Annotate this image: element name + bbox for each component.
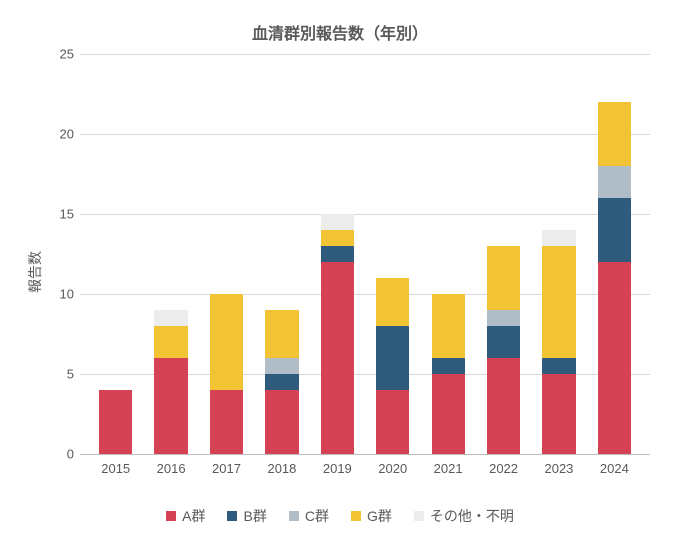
- bar-slot: 2024: [587, 54, 642, 454]
- legend-item: A群: [166, 506, 205, 526]
- plot-area: 0510152025 20152016201720182019202020212…: [80, 54, 650, 474]
- bar-segment: [376, 326, 409, 390]
- bar-segment: [210, 390, 243, 454]
- legend-swatch-icon: [227, 511, 237, 521]
- bar-slot: 2022: [476, 54, 531, 454]
- legend-label: C群: [305, 506, 329, 526]
- chart-container: 血清群別報告数（年別） 報告数 0510152025 2015201620172…: [0, 0, 690, 544]
- y-tick-label: 5: [40, 367, 74, 382]
- bar-segment: [487, 310, 520, 326]
- x-tick-label: 2016: [157, 461, 186, 476]
- bar-segment: [99, 390, 132, 454]
- stacked-bar: [487, 54, 520, 454]
- bar-segment: [210, 294, 243, 390]
- stacked-bar: [432, 54, 465, 454]
- bar-segment: [265, 358, 298, 374]
- legend-swatch-icon: [166, 511, 176, 521]
- bar-segment: [265, 374, 298, 390]
- y-tick-label: 20: [40, 127, 74, 142]
- bar-segment: [598, 262, 631, 454]
- bar-segment: [598, 102, 631, 166]
- bar-segment: [432, 374, 465, 454]
- legend-label: G群: [367, 506, 392, 526]
- x-tick-label: 2022: [489, 461, 518, 476]
- x-tick-label: 2017: [212, 461, 241, 476]
- y-tick-label: 10: [40, 287, 74, 302]
- bar-segment: [542, 246, 575, 358]
- bar-segment: [321, 246, 354, 262]
- chart-title: 血清群別報告数（年別）: [20, 20, 660, 44]
- legend-swatch-icon: [289, 511, 299, 521]
- legend-item: C群: [289, 506, 329, 526]
- bar-segment: [265, 310, 298, 358]
- bar-segment: [321, 214, 354, 230]
- bar-segment: [542, 230, 575, 246]
- x-tick-label: 2024: [600, 461, 629, 476]
- x-tick-label: 2019: [323, 461, 352, 476]
- bar-segment: [432, 358, 465, 374]
- bar-slot: 2021: [420, 54, 475, 454]
- stacked-bar: [376, 54, 409, 454]
- stacked-bar: [598, 54, 631, 454]
- x-tick-label: 2020: [378, 461, 407, 476]
- stacked-bar: [265, 54, 298, 454]
- x-tick-label: 2023: [544, 461, 573, 476]
- legend-item: B群: [227, 506, 266, 526]
- legend: A群 B群 C群 G群 その他・不明: [20, 506, 660, 526]
- bar-segment: [432, 294, 465, 358]
- bar-segment: [598, 198, 631, 262]
- bar-slot: 2018: [254, 54, 309, 454]
- bar-slot: 2016: [143, 54, 198, 454]
- stacked-bar: [321, 54, 354, 454]
- x-tick-label: 2015: [101, 461, 130, 476]
- x-tick-label: 2018: [267, 461, 296, 476]
- bar-slot: 2023: [531, 54, 586, 454]
- x-tick-label: 2021: [434, 461, 463, 476]
- bar-segment: [542, 374, 575, 454]
- bar-slot: 2017: [199, 54, 254, 454]
- bars-group: 2015201620172018201920202021202220232024: [80, 54, 650, 454]
- bar-slot: 2019: [310, 54, 365, 454]
- legend-item: その他・不明: [414, 506, 514, 526]
- bar-slot: 2020: [365, 54, 420, 454]
- bar-segment: [487, 326, 520, 358]
- legend-label: B群: [243, 506, 266, 526]
- bar-segment: [321, 230, 354, 246]
- bar-segment: [154, 326, 187, 358]
- stacked-bar: [542, 54, 575, 454]
- bar-segment: [542, 358, 575, 374]
- y-tick-label: 25: [40, 47, 74, 62]
- bar-segment: [487, 246, 520, 310]
- y-tick-label: 0: [40, 447, 74, 462]
- bar-segment: [598, 166, 631, 198]
- bar-segment: [376, 278, 409, 326]
- stacked-bar: [99, 54, 132, 454]
- bar-segment: [154, 310, 187, 326]
- legend-swatch-icon: [414, 511, 424, 521]
- legend-swatch-icon: [351, 511, 361, 521]
- y-tick-label: 15: [40, 207, 74, 222]
- bar-segment: [154, 358, 187, 454]
- bar-segment: [321, 262, 354, 454]
- legend-label: その他・不明: [430, 506, 514, 526]
- legend-item: G群: [351, 506, 392, 526]
- stacked-bar: [154, 54, 187, 454]
- stacked-bar: [210, 54, 243, 454]
- legend-label: A群: [182, 506, 205, 526]
- grid-line: [80, 454, 650, 455]
- bar-segment: [265, 390, 298, 454]
- bar-slot: 2015: [88, 54, 143, 454]
- bar-segment: [487, 358, 520, 454]
- bar-segment: [376, 390, 409, 454]
